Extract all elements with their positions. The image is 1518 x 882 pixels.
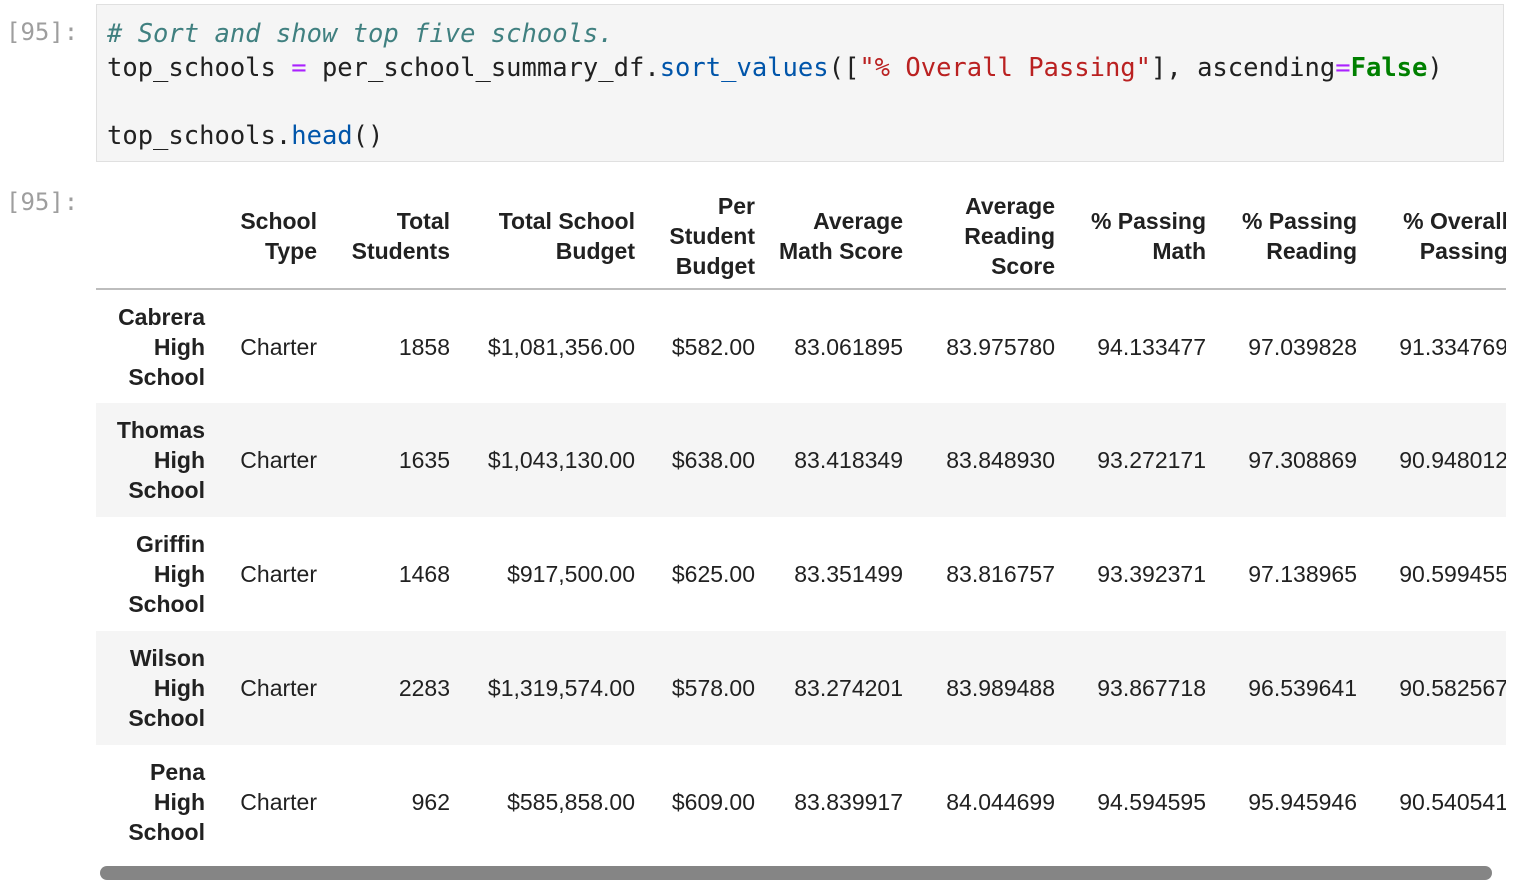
row-index-school-name: Pena High School	[128, 759, 205, 845]
table-row: Cabrera High School Charter 1858 $1,081,356…	[96, 289, 1506, 403]
cell-passing-math: 93.272171	[1097, 447, 1206, 473]
code-method: sort_values	[659, 53, 829, 83]
table-row: Griffin High School Charter 1468 $917,500.0…	[96, 517, 1506, 631]
code-token: top_schools	[107, 53, 292, 83]
cell-passing-reading: 95.945946	[1248, 789, 1357, 815]
code-keyword: False	[1350, 53, 1428, 83]
column-header-passing-reading: % Passing Reading	[1209, 184, 1360, 290]
cell-average-reading-score: 83.989488	[946, 675, 1055, 701]
output-area: School Type Total Students Total School Bu…	[96, 184, 1506, 862]
cell-total-students: 1858	[398, 333, 450, 360]
table-body: Cabrera High School Charter 1858 $1,081,356…	[96, 289, 1506, 859]
column-header-per-student-budget: Per Student Budget	[638, 184, 758, 290]
table-header: School Type Total Students Total School Bu…	[96, 184, 1506, 290]
code-token: ], ascending	[1151, 53, 1336, 83]
code-string: "% Overall Passing"	[859, 53, 1152, 83]
cell-total-students: 1635	[398, 447, 450, 473]
cell-average-reading-score: 83.975780	[946, 333, 1055, 360]
horizontal-scrollbar[interactable]	[100, 866, 1492, 880]
cell-overall-passing: 91.334769	[1399, 333, 1506, 360]
dataframe-table: School Type Total Students Total School Bu…	[96, 184, 1506, 859]
cell-per-student-budget: $578.00	[671, 675, 755, 701]
code-token: ([	[828, 53, 860, 83]
cell-passing-reading: 97.039828	[1248, 333, 1357, 360]
cell-per-student-budget: $582.00	[671, 333, 755, 360]
column-header-average-math-score: Average Math Score	[758, 184, 906, 290]
cell-passing-math: 94.133477	[1097, 333, 1206, 360]
cell-per-student-budget: $638.00	[671, 447, 755, 473]
cell-passing-math: 93.392371	[1097, 561, 1206, 587]
cell-total-school-budget: $1,081,356.00	[487, 333, 635, 360]
cell-school-type: Charter	[240, 561, 317, 587]
row-index-school-name: Griffin High School	[128, 531, 205, 617]
table-row: Pena High School Charter 962 $585,858.00 $60…	[96, 745, 1506, 859]
column-header-overall-passing: % Overall Passing	[1360, 184, 1506, 290]
column-header-school-type: School Type	[208, 184, 320, 290]
cell-passing-reading: 97.308869	[1248, 447, 1357, 473]
cell-overall-passing: 90.948012	[1399, 447, 1506, 473]
cell-overall-passing: 90.599455	[1399, 561, 1506, 587]
table-row: Thomas High School Charter 1635 $1,043,130.…	[96, 403, 1506, 517]
cell-overall-passing: 90.540541	[1399, 789, 1506, 815]
cell-average-math-score: 83.061895	[794, 333, 903, 360]
cell-passing-math: 93.867718	[1097, 675, 1206, 701]
cell-average-math-score: 83.418349	[794, 447, 903, 473]
row-index-school-name: Cabrera High School	[118, 303, 205, 390]
cell-total-students: 2283	[398, 675, 450, 701]
column-header-total-students: Total Students	[320, 184, 453, 290]
cell-school-type: Charter	[240, 447, 317, 473]
cell-per-student-budget: $609.00	[671, 789, 755, 815]
cell-average-reading-score: 83.816757	[946, 561, 1055, 587]
cell-average-reading-score: 83.848930	[946, 447, 1055, 473]
cell-average-reading-score: 84.044699	[946, 789, 1055, 815]
cell-total-school-budget: $1,319,574.00	[487, 675, 635, 701]
cell-passing-reading: 96.539641	[1248, 675, 1357, 701]
code-text[interactable]: # Sort and show top five schools. top_sc…	[107, 17, 1443, 153]
header-row: School Type Total Students Total School Bu…	[96, 184, 1506, 290]
code-token: ()	[352, 121, 384, 151]
code-operator: =	[291, 53, 307, 83]
output-prompt: [95]:	[6, 188, 79, 216]
row-index-school-name: Thomas High School	[116, 417, 205, 503]
code-token: top_schools.	[107, 121, 292, 151]
cell-total-students: 962	[411, 789, 450, 815]
column-header-passing-math: % Passing Math	[1058, 184, 1209, 290]
index-header	[96, 184, 208, 290]
code-token: per_school_summary_df.	[306, 53, 660, 83]
column-header-total-school-budget: Total School Budget	[453, 184, 638, 290]
cell-total-school-budget: $917,500.00	[507, 561, 635, 587]
cell-school-type: Charter	[240, 333, 317, 360]
cell-total-students: 1468	[398, 561, 450, 587]
cell-average-math-score: 83.839917	[794, 789, 903, 815]
code-token: )	[1427, 53, 1443, 83]
cell-total-school-budget: $585,858.00	[507, 789, 635, 815]
cell-total-school-budget: $1,043,130.00	[487, 447, 635, 473]
cell-passing-reading: 97.138965	[1248, 561, 1357, 587]
code-cell-editor[interactable]: # Sort and show top five schools. top_sc…	[96, 4, 1504, 162]
cell-school-type: Charter	[240, 675, 317, 701]
code-operator: =	[1335, 53, 1351, 83]
table-row: Wilson High School Charter 2283 $1,319,574.…	[96, 631, 1506, 745]
code-comment: # Sort and show top five schools.	[107, 19, 614, 49]
column-header-average-reading-score: Average Reading Score	[906, 184, 1058, 290]
cell-school-type: Charter	[240, 789, 317, 815]
cell-overall-passing: 90.582567	[1399, 675, 1506, 701]
input-prompt: [95]:	[6, 18, 79, 46]
cell-per-student-budget: $625.00	[671, 561, 755, 587]
cell-average-math-score: 83.351499	[794, 561, 903, 587]
cell-passing-math: 94.594595	[1097, 789, 1206, 815]
cell-average-math-score: 83.274201	[794, 675, 903, 701]
row-index-school-name: Wilson High School	[128, 645, 205, 731]
code-method: head	[291, 121, 353, 151]
